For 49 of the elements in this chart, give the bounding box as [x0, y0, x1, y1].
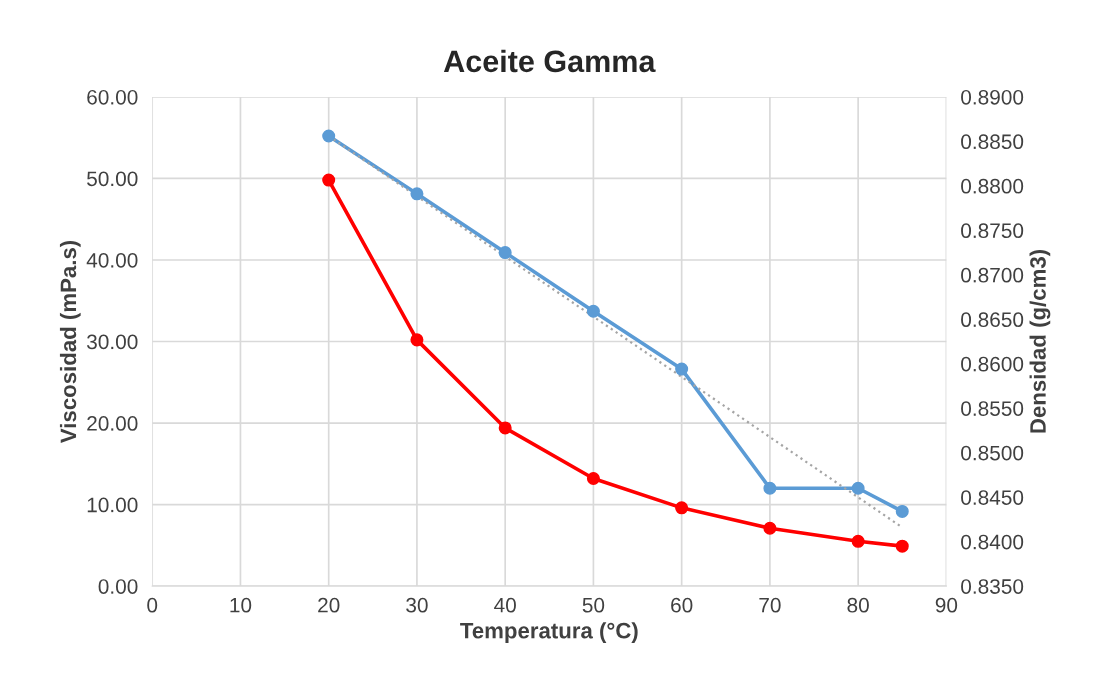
- x-axis-title: Temperatura (°C): [460, 622, 638, 643]
- x-tick-label: 60: [671, 597, 693, 613]
- y2-tick-label: 0.8450: [961, 490, 1024, 505]
- y2-tick-label: 0.8850: [961, 134, 1024, 150]
- point: [895, 539, 909, 553]
- point: [851, 481, 865, 495]
- point: [322, 173, 336, 187]
- point: [498, 246, 512, 260]
- point: [410, 333, 424, 347]
- point: [763, 521, 777, 535]
- y2-tick-label: 0.8700: [961, 267, 1024, 283]
- x-tick-label: 10: [230, 597, 252, 613]
- y-tick-label: 40.00: [86, 252, 138, 268]
- y2-tick-label: 0.8600: [961, 356, 1024, 372]
- y2-axis-title: Densidad (g/cm3): [1029, 249, 1051, 433]
- point: [763, 481, 777, 495]
- x-tick-label: 90: [935, 597, 958, 613]
- x-tick-label: 0: [147, 597, 158, 613]
- y2-tick-label: 0.8500: [961, 445, 1024, 461]
- chart-title: Aceite Gamma: [443, 49, 656, 73]
- y-tick-label: 30.00: [86, 334, 138, 350]
- y2-tick-label: 0.8400: [961, 534, 1024, 550]
- x-tick-label: 80: [847, 597, 869, 613]
- y2-tick-label: 0.8650: [961, 312, 1024, 328]
- point: [586, 304, 600, 318]
- point: [675, 501, 689, 515]
- x-tick-label: 50: [582, 597, 605, 613]
- point: [586, 471, 600, 485]
- x-tick-label: 70: [759, 597, 781, 613]
- x-tick-label: 20: [318, 597, 340, 613]
- point: [498, 421, 512, 435]
- point: [895, 504, 909, 518]
- y2-tick-label: 0.8800: [961, 178, 1024, 194]
- point: [410, 187, 424, 201]
- point: [851, 534, 865, 548]
- y2-tick-label: 0.8900: [961, 89, 1024, 105]
- y-axis-title: Viscosidad (mPa.s): [59, 240, 81, 444]
- point: [322, 129, 336, 143]
- y-tick-label: 0.00: [98, 579, 138, 594]
- y-tick-label: 50.00: [87, 171, 138, 187]
- x-tick-label: 30: [406, 597, 428, 613]
- x-tick-label: 40: [494, 597, 516, 613]
- y-tick-label: 60.00: [87, 89, 138, 105]
- y2-tick-label: 0.8550: [961, 401, 1024, 416]
- y2-tick-label: 0.8750: [961, 223, 1024, 239]
- y-tick-label: 20.00: [87, 416, 138, 431]
- point: [675, 362, 689, 376]
- y-tick-label: 10.00: [87, 497, 138, 513]
- y2-tick-label: 0.8350: [961, 579, 1024, 594]
